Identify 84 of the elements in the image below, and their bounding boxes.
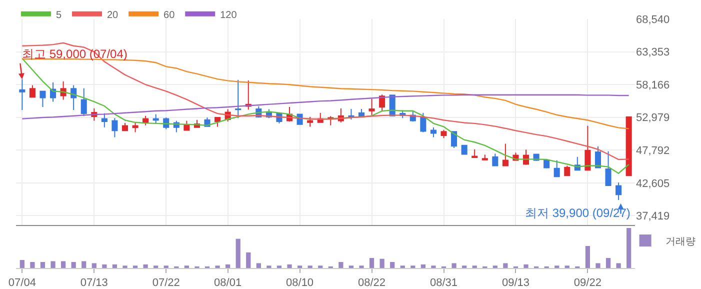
x-tick-label: 08/31 <box>430 277 458 289</box>
x-tick-label: 07/04 <box>8 277 36 289</box>
candlestick <box>605 150 612 186</box>
x-tick-label: 07/22 <box>152 277 180 289</box>
x-tick-label: 08/22 <box>358 277 386 289</box>
annotation: 최저 39,900 (09/27) <box>525 206 630 220</box>
legend-label: 거래량 <box>665 236 696 248</box>
bar <box>503 263 508 268</box>
bar <box>226 264 230 268</box>
candlestick <box>461 144 468 155</box>
candlestick <box>420 112 426 133</box>
candlestick <box>70 84 77 110</box>
candlestick <box>122 122 128 132</box>
candlestick <box>80 88 87 117</box>
candlestick <box>440 129 447 139</box>
candlestick <box>379 94 386 112</box>
x-tick-label: 08/10 <box>286 277 314 289</box>
candlestick <box>584 125 591 171</box>
candlestick <box>152 114 159 125</box>
bar <box>452 263 456 268</box>
bar <box>60 261 66 268</box>
candlestick <box>40 90 46 108</box>
bar <box>20 260 24 268</box>
bar <box>524 264 528 268</box>
x-tick-label: 08/01 <box>214 277 242 289</box>
line-series <box>22 94 630 120</box>
candlestick <box>502 143 508 166</box>
x-tick-label: 09/22 <box>574 277 602 289</box>
candlestick <box>564 165 570 176</box>
y-tick-label: 63,353 <box>636 46 670 59</box>
x-tick-label: 09/13 <box>502 277 530 289</box>
bar <box>420 264 426 268</box>
candlestick <box>472 148 478 158</box>
candlestick <box>626 116 632 176</box>
y-tick-label: 52,979 <box>636 112 670 124</box>
candlestick <box>554 160 560 178</box>
bar <box>616 263 621 268</box>
candlestick <box>492 153 498 166</box>
bar <box>71 262 76 268</box>
y-tick-label: 58,166 <box>636 79 670 92</box>
legend-label: 20 <box>107 10 119 21</box>
candlestick <box>235 79 242 119</box>
legend-label: 120 <box>220 10 238 21</box>
bar <box>626 228 632 268</box>
candlestick <box>368 98 375 116</box>
candlestick <box>214 116 221 128</box>
candlestick <box>616 182 622 201</box>
candlestick <box>184 120 190 131</box>
bar <box>236 238 240 268</box>
bar <box>50 261 56 268</box>
y-tick-label: 37,419 <box>636 210 670 223</box>
bar <box>246 252 251 268</box>
bar <box>338 262 344 268</box>
candlestick <box>482 154 488 160</box>
bar <box>82 261 86 268</box>
bar <box>102 264 107 268</box>
bar <box>390 262 395 268</box>
candlestick <box>132 122 138 133</box>
candlestick <box>29 84 36 98</box>
legend-label: 5 <box>56 10 62 21</box>
bar <box>112 264 118 268</box>
bar <box>143 264 148 268</box>
bar <box>380 258 384 268</box>
y-tick-label: 68,540 <box>636 14 670 26</box>
candlestick <box>112 118 118 138</box>
bar <box>40 262 46 268</box>
candlestick <box>594 146 601 168</box>
x-tick-label: 07/13 <box>80 277 108 289</box>
bar <box>585 246 590 268</box>
bar <box>606 258 611 268</box>
candlestick <box>451 130 458 149</box>
candlestick <box>101 112 108 128</box>
bar <box>256 263 261 268</box>
y-tick-label: 47,792 <box>636 145 670 157</box>
legend-label: 60 <box>164 10 176 21</box>
bar <box>596 263 600 268</box>
bar <box>30 262 35 268</box>
bar <box>369 258 374 268</box>
bar <box>92 263 96 268</box>
candlestick <box>430 126 436 138</box>
y-tick-label: 42,605 <box>636 178 670 190</box>
bar <box>287 264 292 268</box>
candlestick <box>307 116 314 128</box>
line-series <box>22 42 630 160</box>
